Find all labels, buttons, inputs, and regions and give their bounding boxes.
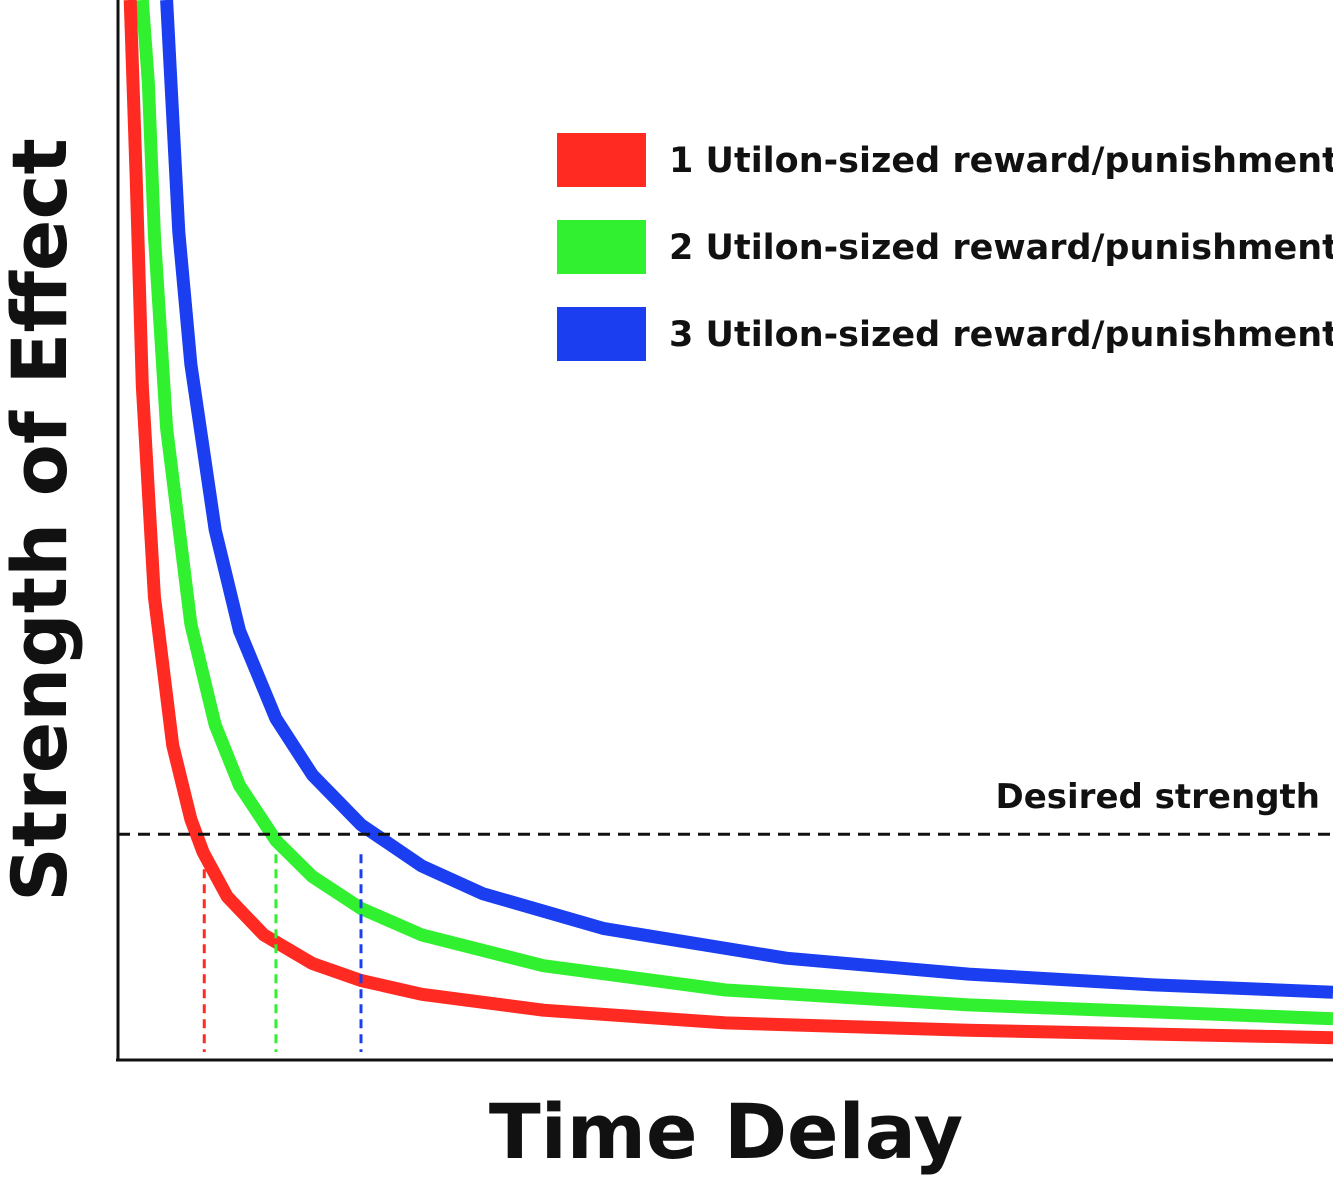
axes [116, 0, 1333, 1062]
threshold-group: Desired strength [118, 777, 1333, 1052]
legend-label-2: 2 Utilon-sized reward/punishment [669, 228, 1333, 268]
y-axis-title: Strength of Effect [0, 138, 84, 902]
series-line-1 [123, 0, 1333, 1045]
legend-label-1: 1 Utilon-sized reward/punishment [669, 141, 1333, 181]
series-line-3 [160, 0, 1333, 999]
legend-swatch-1 [557, 133, 646, 187]
legend-swatch-2 [557, 220, 646, 274]
legend-label-3: 3 Utilon-sized reward/punishment [669, 315, 1333, 355]
plot-curves [123, 0, 1333, 1045]
threshold-label: Desired strength [996, 777, 1321, 817]
x-axis-title: Time Delay [489, 1087, 963, 1176]
legend: 1 Utilon-sized reward/punishment 2 Utilon… [557, 133, 1333, 361]
series-line-2 [135, 0, 1333, 1026]
legend-swatch-3 [557, 307, 646, 361]
